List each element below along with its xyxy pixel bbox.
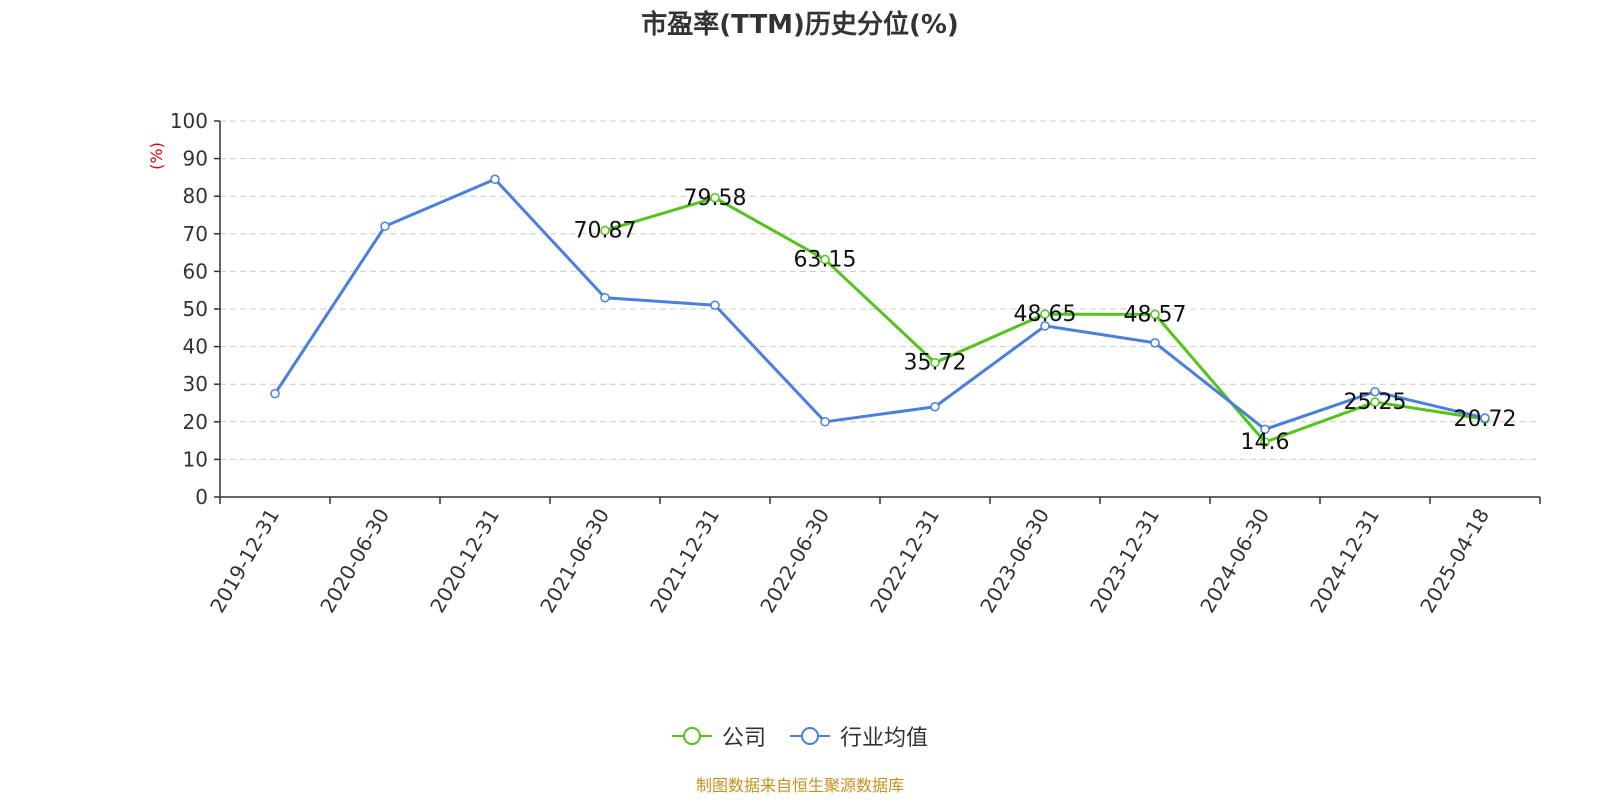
data-point-industry <box>600 292 610 303</box>
legend-label-company: 公司 <box>721 726 766 751</box>
x-tick-label: 2020-12-31 <box>425 504 504 617</box>
data-labels: 70.87 79.58 63.15 35.72 48.65 48.57 14.6 25.25 2… <box>574 186 1517 455</box>
data-point-company <box>1150 309 1160 320</box>
x-tick-label: 2022-12-31 <box>865 504 944 617</box>
y-tick-label: 50 <box>183 297 208 321</box>
data-point-industry <box>490 174 500 185</box>
data-point-industry <box>270 388 280 399</box>
data-point-industry <box>1480 413 1490 423</box>
data-label-company: 48.57 <box>1124 302 1187 327</box>
data-point-company <box>1260 437 1270 447</box>
legend-item-company[interactable]: 公司 <box>671 720 766 752</box>
x-tick-label: 2024-06-30 <box>1195 504 1274 617</box>
y-tick-label: 0 <box>195 485 208 509</box>
data-point-industry <box>820 417 830 427</box>
y-axis-label: (%) <box>147 142 166 170</box>
series-company <box>600 193 1490 447</box>
x-tick-label: 2023-12-31 <box>1085 504 1164 617</box>
x-tick-label: 2025-04-18 <box>1415 504 1494 617</box>
x-tick-label: 2020-06-30 <box>315 504 394 617</box>
x-tick-label: 2021-12-31 <box>645 504 724 617</box>
y-tick-label: 70 <box>183 222 208 246</box>
data-point-company <box>820 254 830 265</box>
data-point-company <box>1370 397 1380 407</box>
legend-label-industry: 行业均值 <box>840 726 929 751</box>
data-label-company: 79.58 <box>684 186 747 211</box>
source-note: 制图数据来自恒生聚源数据库 <box>695 776 904 795</box>
data-point-industry <box>1150 338 1160 348</box>
data-point-industry <box>1040 321 1050 331</box>
y-tick-label: 30 <box>183 372 208 396</box>
series-line-industry <box>273 177 1486 431</box>
data-point-company <box>710 193 720 203</box>
series-group <box>270 174 1490 447</box>
legend-marker-company-icon <box>671 727 712 745</box>
data-point-industry <box>1260 424 1270 435</box>
data-label-company: 48.65 <box>1014 302 1077 327</box>
data-label-company: 35.72 <box>904 351 967 376</box>
x-tick-label: 2024-12-31 <box>1305 504 1384 617</box>
data-label-company: 70.87 <box>574 219 637 244</box>
y-tick-label: 10 <box>183 447 208 471</box>
data-label-company: 63.15 <box>794 248 857 273</box>
y-tick-label: 40 <box>183 335 208 359</box>
x-tick-label: 2019-12-31 <box>205 504 284 617</box>
legend: 公司 行业均值 <box>0 720 1600 752</box>
x-tick-label: 2022-06-30 <box>755 504 834 617</box>
y-tick-label: 60 <box>183 259 208 283</box>
legend-marker-industry-icon <box>790 727 830 745</box>
legend-item-industry[interactable]: 行业均值 <box>790 720 928 752</box>
data-point-company <box>1040 309 1050 319</box>
series-industry <box>270 174 1490 435</box>
grid-lines <box>220 120 1540 460</box>
data-point-company <box>930 357 940 368</box>
y-tick-label: 80 <box>183 184 208 208</box>
y-tick-label: 90 <box>183 147 208 171</box>
data-point-industry <box>710 300 720 310</box>
data-point-company <box>600 225 610 236</box>
data-label-company: 14.6 <box>1241 430 1290 455</box>
chart-title: 市盈率(TTM)历史分位(%) <box>641 10 959 40</box>
x-tick-label: 2021-06-30 <box>535 504 614 617</box>
data-point-industry <box>1370 386 1380 397</box>
y-tick-label: 100 <box>170 109 208 133</box>
axes: 0 10 20 30 40 50 60 70 80 90 100(%) 2019-12-31 2020-… <box>147 109 1541 617</box>
data-label-company: 20.72 <box>1454 407 1517 432</box>
data-point-industry <box>930 402 940 412</box>
data-point-industry <box>380 221 390 232</box>
y-tick-label: 20 <box>183 410 208 434</box>
data-label-company: 25.25 <box>1344 390 1407 415</box>
x-tick-label: 2023-06-30 <box>975 504 1054 617</box>
